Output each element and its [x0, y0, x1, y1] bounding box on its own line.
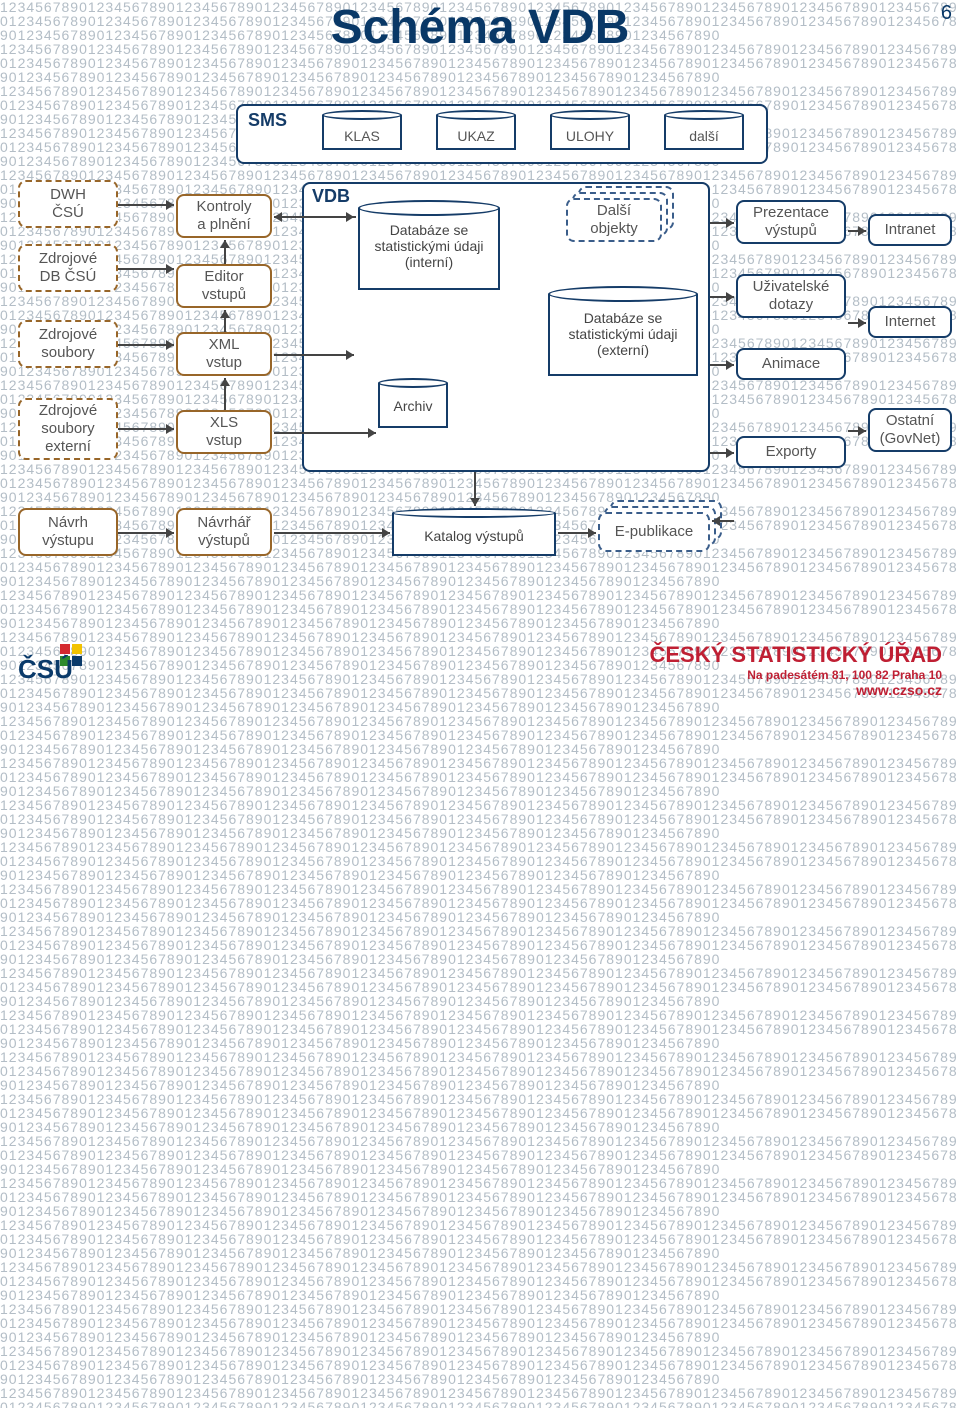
- dalsi-objekty: Další objekty: [566, 198, 662, 242]
- sms-cyl-3-label: další: [664, 128, 744, 144]
- arrow-head: [166, 340, 174, 350]
- arrow-head: [368, 428, 376, 438]
- arrow-head: [726, 360, 734, 370]
- db-externi-label: Databáze se statistickými údaji (externí…: [540, 310, 706, 358]
- e-publikace: E-publikace: [598, 512, 710, 552]
- arrow-head: [726, 218, 734, 228]
- footer-url: www.czso.cz: [0, 682, 942, 698]
- katalog-top: [392, 508, 556, 518]
- sms-cyl-3-top: [664, 110, 744, 120]
- animace: Animace: [736, 348, 846, 380]
- arrow-head: [220, 310, 230, 318]
- page-number: 6: [941, 2, 952, 25]
- archiv-label: Archiv: [368, 398, 458, 414]
- zdrojove-db: Zdrojové DB ČSÚ: [18, 244, 118, 292]
- arrow-head: [858, 226, 866, 236]
- arrow-head: [858, 426, 866, 436]
- internet: Internet: [868, 306, 952, 338]
- sms-cyl-1-top: [436, 110, 516, 120]
- zdrojove-soubory-ext: Zdrojové soubory externí: [18, 398, 118, 460]
- prezentace: Prezentace výstupů: [736, 200, 846, 244]
- navrhar-vystupu: Návrhář výstupů: [176, 508, 272, 556]
- arrow-head: [382, 528, 390, 538]
- sms-cyl-2-label: ULOHY: [550, 128, 630, 144]
- page-title: Schéma VDB: [0, 0, 960, 55]
- dotazy: Uživatelské dotazy: [736, 274, 846, 318]
- arrow-head: [712, 516, 720, 526]
- arrow-head: [346, 212, 354, 222]
- arrow-head: [726, 292, 734, 302]
- sms-label: SMS: [248, 110, 287, 131]
- exporty: Exporty: [736, 436, 846, 468]
- sms-cyl-1-label: UKAZ: [436, 128, 516, 144]
- arrow-line: [274, 532, 390, 534]
- arrow-line: [274, 216, 354, 218]
- intranet: Intranet: [868, 214, 952, 246]
- arrow-head: [220, 378, 230, 386]
- editor-vstupu: Editor vstupů: [176, 264, 272, 308]
- db-interni-label: Databáze se statistickými údaji (interní…: [348, 222, 510, 270]
- arrow-head: [166, 528, 174, 538]
- kontroly: Kontroly a plnění: [176, 194, 272, 238]
- arrow-head: [346, 350, 354, 360]
- footer: ČESKÝ STATISTICKÝ ÚŘAD Na padesátém 81, …: [0, 642, 960, 698]
- arrow-head: [858, 318, 866, 328]
- vdb-label: VDB: [312, 186, 350, 207]
- arrow-head: [220, 240, 230, 248]
- navrh-vystupu: Návrh výstupu: [18, 508, 118, 556]
- footer-org: ČESKÝ STATISTICKÝ ÚŘAD: [0, 642, 942, 668]
- arrow-line: [274, 354, 354, 356]
- arrow-head: [166, 200, 174, 210]
- dwh-csu: DWH ČSÚ: [18, 180, 118, 228]
- sms-cyl-0-top: [322, 110, 402, 120]
- arrow-head: [726, 448, 734, 458]
- arrow-head: [166, 424, 174, 434]
- arrow-head: [588, 528, 596, 538]
- archiv-cyl-top: [378, 378, 448, 388]
- arrow-head: [166, 264, 174, 274]
- govnet: Ostatní (GovNet): [868, 408, 952, 452]
- sms-cyl-0-label: KLAS: [322, 128, 402, 144]
- footer-addr: Na padesátém 81, 100 82 Praha 10: [0, 668, 942, 682]
- arrow-line: [274, 432, 376, 434]
- xml-vstup: XML vstup: [176, 332, 272, 376]
- zdrojove-soubory: Zdrojové soubory: [18, 320, 118, 368]
- xls-vstup: XLS vstup: [176, 410, 272, 454]
- arrow-head: [470, 498, 480, 506]
- katalog-label: Katalog výstupů: [392, 528, 556, 544]
- sms-cyl-2-top: [550, 110, 630, 120]
